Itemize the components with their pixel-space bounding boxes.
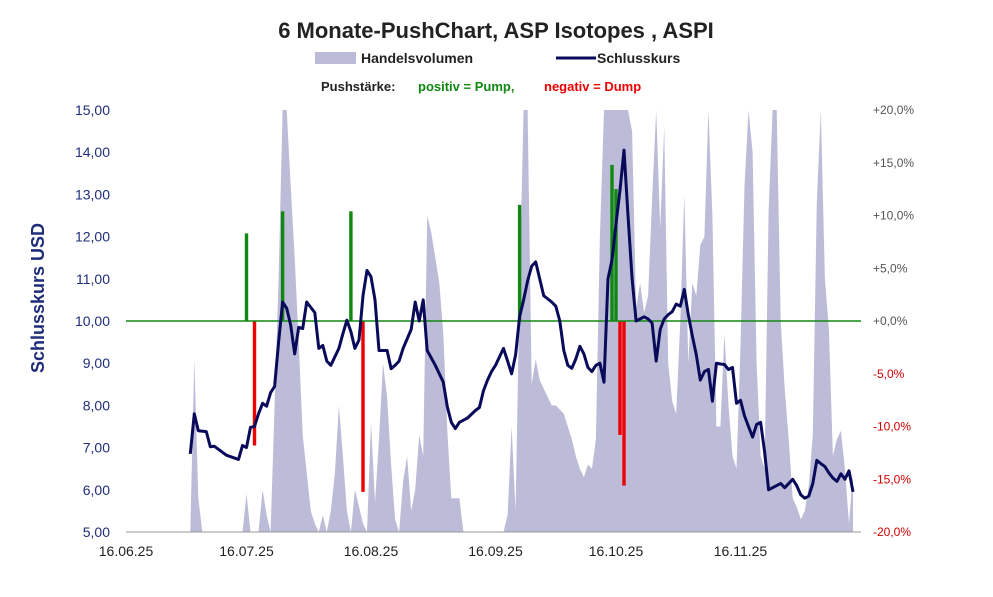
x-tick-label: 16.09.25 (468, 543, 523, 559)
x-tick-label: 16.06.25 (99, 543, 154, 559)
legend-volume-swatch (315, 52, 356, 64)
x-tick-label: 16.07.25 (219, 543, 274, 559)
legend-volume-label: Handelsvolumen (361, 50, 473, 66)
x-tick-label: 16.10.25 (589, 543, 644, 559)
legend: Handelsvolumen Schlusskurs (315, 50, 680, 66)
left-tick-label: 15,00 (75, 102, 110, 118)
left-axis-ticks: 5,00 6,00 7,00 8,00 9,00 10,00 11,00 12,00 13,00… (75, 102, 110, 540)
push-bar-pump (614, 189, 618, 321)
right-tick-label: -15,0% (873, 472, 911, 486)
push-legend-negative: negativ = Dump (544, 79, 641, 94)
left-tick-label: 5,00 (83, 524, 110, 540)
x-axis-ticks: 16.06.25 16.07.25 16.08.25 16.09.25 16.10.25… (99, 543, 768, 559)
right-axis-ticks: -20,0% -15,0% -10,0% -5,0% +0,0% +5,0% +10,0% +… (873, 103, 914, 539)
x-tick-label: 16.11.25 (714, 543, 768, 559)
push-legend-prefix: Pushstärke: (321, 79, 395, 94)
push-bar-pump (517, 204, 522, 321)
right-tick-label: -5,0% (873, 367, 905, 381)
left-tick-label: 8,00 (83, 397, 110, 413)
push-bar-dump (618, 321, 622, 435)
left-tick-label: 14,00 (75, 144, 110, 160)
price-line-layer (188, 148, 855, 500)
left-tick-label: 13,00 (75, 186, 110, 202)
push-bar-dump (622, 321, 626, 486)
push-bar-pump (610, 164, 614, 321)
right-tick-label: -20,0% (873, 525, 911, 539)
right-tick-label: +10,0% (873, 209, 914, 223)
right-tick-label: +15,0% (873, 156, 914, 170)
left-tick-label: 7,00 (83, 440, 110, 456)
left-tick-label: 12,00 (75, 229, 110, 245)
push-bars-layer (244, 164, 626, 492)
right-tick-label: -10,0% (873, 420, 911, 434)
right-tick-label: +5,0% (873, 261, 908, 275)
push-bar-dump (361, 321, 365, 492)
legend-price-label: Schlusskurs (597, 50, 680, 66)
left-tick-label: 11,00 (76, 271, 110, 287)
left-tick-label: 6,00 (83, 482, 110, 498)
chart-title: 6 Monate-PushChart, ASP Isotopes , ASPI (278, 18, 714, 43)
push-bar-pump (349, 211, 353, 321)
x-tick-label: 16.08.25 (344, 543, 399, 559)
right-tick-label: +20,0% (873, 103, 914, 117)
y-axis-label: Schlusskurs USD (28, 223, 48, 373)
push-bar-dump (252, 321, 257, 446)
push-legend: Pushstärke: positiv = Pump, negativ = Du… (321, 79, 641, 94)
right-tick-label: +0,0% (873, 314, 908, 328)
push-bar-pump (244, 233, 249, 321)
price-line (188, 148, 855, 500)
left-tick-label: 10,00 (75, 313, 110, 329)
left-tick-label: 9,00 (83, 355, 110, 371)
push-legend-positive: positiv = Pump, (418, 79, 514, 94)
push-bar-pump (280, 211, 285, 321)
